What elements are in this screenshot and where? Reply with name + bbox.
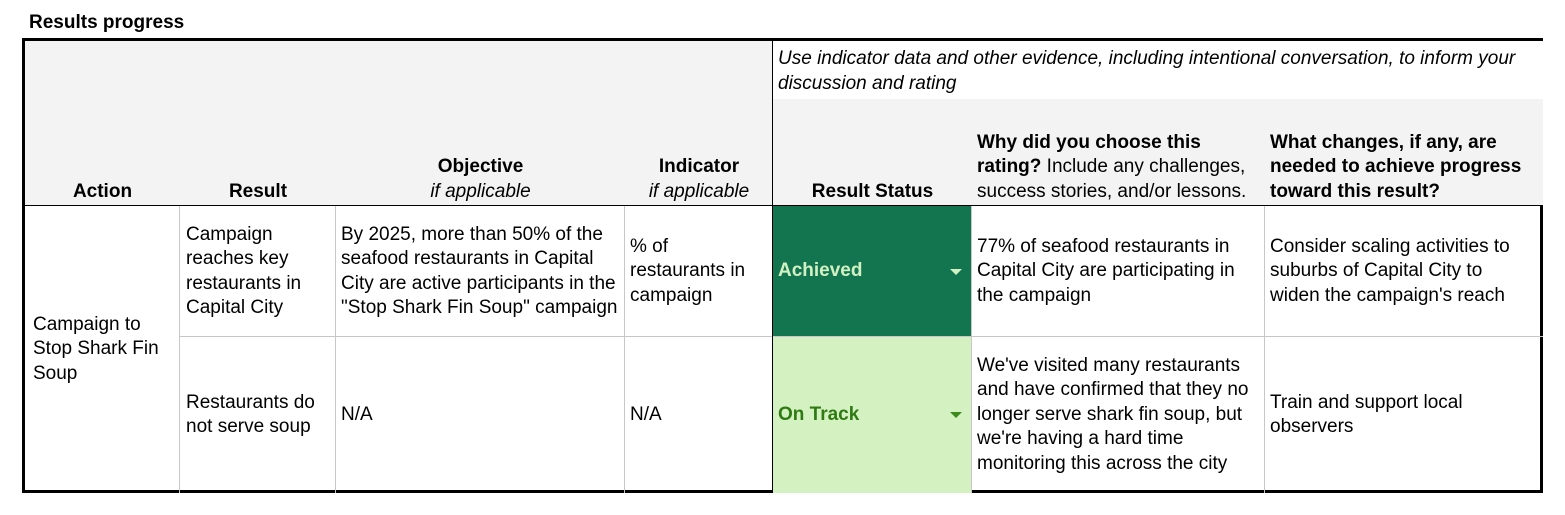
header-result-label: Result (228, 180, 288, 202)
row1-indicator[interactable]: % of restaurants in campaign (625, 206, 773, 337)
header-why-bold: Why did you choose this rating? (977, 131, 1201, 178)
header-changes[interactable]: What changes, if any, are needed to achi… (1265, 99, 1543, 206)
guidance-note[interactable]: Use indicator data and other evidence, i… (773, 41, 1543, 99)
row1-why-text: 77% of seafood restaurants in Capital Ci… (977, 235, 1235, 306)
row2-objective-text: N/A (341, 403, 373, 425)
row2-result[interactable]: Restaurants do not serve soup (180, 337, 336, 493)
row2-why-text: We've visited many restaurants and have … (977, 354, 1249, 474)
header-objective-label: Objective (437, 156, 524, 177)
col-divider (624, 206, 625, 493)
row2-objective[interactable]: N/A (336, 337, 625, 493)
action-text: Campaign to Stop Shark Fin Soup (33, 313, 159, 384)
dropdown-caret-icon (950, 268, 962, 275)
row2-status-dropdown[interactable]: On Track (773, 337, 972, 493)
header-changes-label: What changes, if any, are needed to achi… (1270, 131, 1522, 202)
header-result[interactable]: Result (180, 41, 336, 206)
row2-status-value: On Track (778, 403, 860, 425)
header-action-label: Action (72, 180, 133, 202)
row1-indicator-text: % of restaurants in campaign (630, 235, 746, 306)
header-objective-sub: if applicable (430, 180, 531, 202)
row1-status-value: Achieved (778, 260, 863, 282)
col-divider (335, 206, 336, 493)
header-why-rest: Include any challenges, success stories,… (977, 156, 1247, 202)
dropdown-caret-icon (950, 412, 962, 418)
header-objective[interactable]: Objective if applicable (336, 41, 625, 206)
header-why-rating-text: Why did you choose this rating? Include … (977, 131, 1261, 205)
row1-objective[interactable]: By 2025, more than 50% of the seafood re… (336, 206, 625, 337)
row1-status-dropdown[interactable]: Achieved (773, 206, 972, 337)
section-title: Results progress (29, 12, 185, 33)
row2-result-text: Restaurants do not serve soup (186, 391, 315, 438)
row1-objective-text: By 2025, more than 50% of the seafood re… (341, 223, 618, 319)
row1-changes-text: Consider scaling activities to suburbs o… (1270, 235, 1510, 306)
row1-result-text: Campaign reaches key restaurants in Capi… (186, 223, 302, 319)
header-why-rating[interactable]: Why did you choose this rating? Include … (972, 99, 1265, 206)
row2-indicator[interactable]: N/A (625, 337, 773, 493)
row2-indicator-text: N/A (630, 403, 662, 425)
header-action[interactable]: Action (25, 41, 180, 206)
action-cell[interactable]: Campaign to Stop Shark Fin Soup (25, 206, 180, 493)
header-result-status[interactable]: Result Status (773, 99, 972, 206)
header-indicator-sub: if applicable (648, 180, 750, 202)
col-divider (971, 206, 972, 493)
col-divider (1264, 206, 1265, 493)
col-divider (772, 41, 773, 493)
row1-result[interactable]: Campaign reaches key restaurants in Capi… (180, 206, 336, 337)
header-result-status-label: Result Status (811, 180, 934, 202)
header-indicator-label: Indicator (658, 156, 740, 177)
row2-changes[interactable]: Train and support local observers (1265, 337, 1543, 493)
header-divider (25, 205, 1543, 206)
row2-why[interactable]: We've visited many restaurants and have … (972, 337, 1265, 493)
row1-changes[interactable]: Consider scaling activities to suburbs o… (1265, 206, 1543, 337)
results-table: Action Result Objective if applicable In… (22, 38, 1543, 493)
row-divider (180, 336, 1543, 337)
row1-why[interactable]: 77% of seafood restaurants in Capital Ci… (972, 206, 1265, 337)
row2-changes-text: Train and support local observers (1270, 391, 1463, 438)
header-indicator[interactable]: Indicator if applicable (625, 41, 773, 206)
col-divider (179, 206, 180, 493)
